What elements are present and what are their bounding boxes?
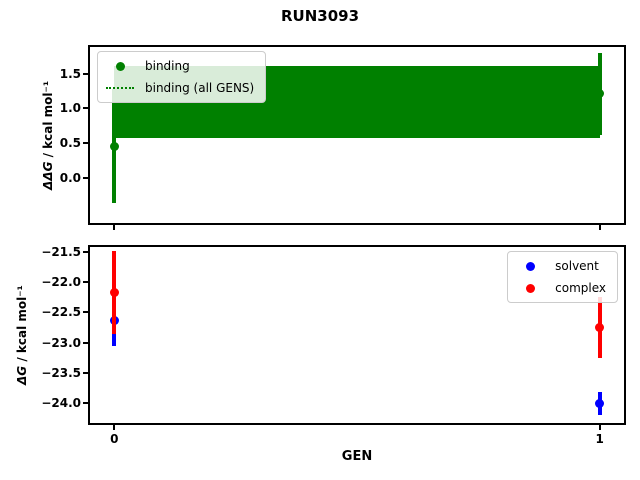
legend-entry-binding-all-gens-: binding (all GENS) (106, 78, 254, 98)
legend-label: solvent (555, 259, 599, 273)
legend-swatch (106, 87, 134, 89)
y-tick-mark (83, 142, 88, 145)
legend-entry-solvent: solvent (516, 256, 606, 276)
legend-swatch (115, 61, 125, 71)
y-tick-mark (83, 402, 88, 405)
complex-point-gen1 (595, 322, 605, 332)
solvent-point-gen1 (595, 398, 605, 408)
y-tick-label: −23.0 (41, 335, 81, 350)
complex-point-gen0 (109, 287, 119, 297)
legend-marker-icon (516, 261, 544, 271)
plot-area-absolute-free-energy (88, 245, 626, 425)
y-axis-label-dg-units: / kcal mol⁻¹ (15, 285, 29, 366)
x-axis-label: GEN (341, 449, 373, 464)
y-tick-mark (83, 250, 88, 253)
band-mean-dotted-line (114, 100, 600, 103)
y-tick-mark (83, 72, 88, 75)
legend-label: complex (555, 281, 606, 295)
y-tick-label: −22.5 (41, 305, 81, 320)
legend-marker-icon (516, 283, 544, 293)
legend-entry-binding: binding (106, 56, 254, 76)
x-tick-mark (598, 225, 601, 230)
y-tick-label: −21.5 (41, 244, 81, 259)
y-tick-label: 0.0 (59, 171, 81, 186)
y-tick-mark (83, 177, 88, 180)
x-tick-mark (113, 425, 116, 430)
y-tick-mark (83, 281, 88, 284)
legend-dotted-line-icon (106, 87, 134, 89)
y-tick-label: 0.5 (59, 136, 81, 151)
x-tick-label: 1 (595, 432, 604, 446)
y-tick-mark (83, 341, 88, 344)
y-tick-label: −24.0 (41, 396, 81, 411)
legend-label: binding (all GENS) (145, 81, 255, 95)
y-tick-label: −23.5 (41, 365, 81, 380)
y-tick-label: −22.0 (41, 275, 81, 290)
legend-absolute-free-energy: solvent complex (507, 251, 618, 303)
legend-swatch (525, 283, 535, 293)
x-tick-mark (113, 225, 116, 230)
binding-point-gen0 (109, 141, 119, 151)
legend-label: binding (145, 59, 190, 73)
legend-entry-complex: complex (516, 278, 606, 298)
x-tick-label: 0 (110, 432, 119, 446)
legend-marker-icon (106, 61, 134, 71)
y-tick-label: 1.0 (59, 101, 81, 116)
y-tick-mark (83, 107, 88, 110)
binding-point-gen1 (595, 89, 605, 99)
chart-title: RUN3093 (280, 7, 360, 25)
y-tick-mark (83, 371, 88, 374)
x-tick-mark (598, 425, 601, 430)
plot-area-binding-free-energy-difference (88, 45, 626, 225)
y-tick-mark (83, 311, 88, 314)
y-tick-label: 1.5 (59, 66, 81, 81)
legend-binding-free-energy-difference: binding binding (all GENS) (97, 51, 267, 103)
legend-swatch (525, 261, 535, 271)
